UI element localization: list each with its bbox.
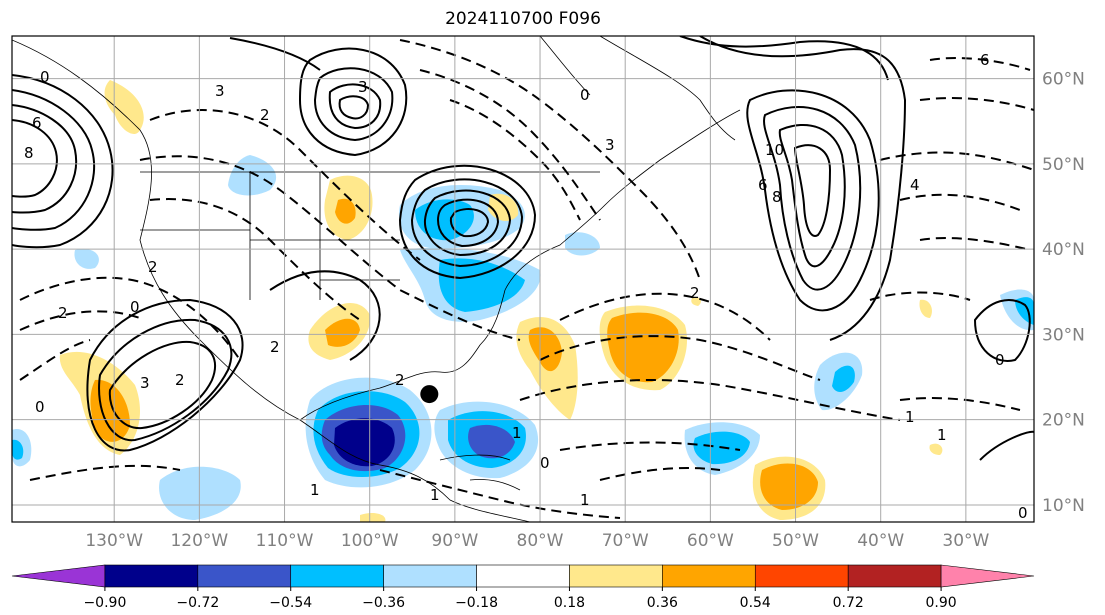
colorbar-segment [847, 564, 942, 588]
map-canvas: 0 6 8 3 2 3 6 10 8 6 4 2 0 0 3 2 1 1 0 2… [11, 35, 1085, 551]
gridlines [12, 36, 1034, 522]
longitude-tick-label: 60°W [687, 531, 734, 551]
contour-label: 0 [995, 351, 1005, 369]
contour-label: 2 [270, 338, 280, 356]
map-frame [11, 35, 1035, 523]
colorbar-segment [940, 564, 1035, 588]
location-marker [420, 385, 439, 404]
contours [12, 36, 1034, 461]
contour-label: 1 [512, 424, 522, 442]
colorbar: −0.90 −0.72 −0.54 −0.36 −0.18 0.18 0.36 0.54 0.7… [11, 564, 1035, 611]
longitude-tick-label: 40°W [857, 531, 904, 551]
contour-label: 3 [140, 374, 150, 392]
contour-label: 2 [58, 304, 68, 322]
longitude-tick-label: 70°W [602, 531, 649, 551]
colorbar-segment [476, 564, 570, 588]
contour-label: 1 [905, 408, 915, 426]
coastlines [12, 36, 741, 522]
contour-label: 3 [358, 78, 368, 96]
colorbar-tick-label: 0.54 [740, 595, 771, 611]
longitude-labels: 130°W 120°W 110°W 100°W 90°W 80°W 70°W 60°W 50°W… [85, 531, 989, 551]
contour-label: 0 [35, 398, 45, 416]
contour-label: 2 [395, 371, 405, 389]
latitude-labels: 10°N 20°N 30°N 40°N 50°N 60°N [1042, 70, 1085, 516]
colorbar-tick-label: −0.18 [455, 595, 498, 611]
contour-label: 8 [772, 188, 782, 206]
longitude-tick-label: 90°W [431, 531, 478, 551]
contour-label: 6 [980, 51, 990, 69]
contour-label: 4 [910, 176, 920, 194]
contour-label: 1 [580, 491, 590, 509]
longitude-tick-label: 50°W [772, 531, 819, 551]
map-title: 2024110700 F096 [445, 9, 601, 29]
colorbar-tick-label: 0.18 [554, 595, 585, 611]
contour-label: 0 [1018, 504, 1028, 522]
colorbar-segment [197, 564, 292, 588]
longitude-tick-label: 120°W [170, 531, 228, 551]
latitude-tick-label: 30°N [1042, 325, 1085, 345]
colorbar-segment [383, 564, 477, 588]
longitude-tick-label: 100°W [341, 531, 399, 551]
contour-label: 3 [605, 136, 615, 154]
colorbar-segment [754, 564, 849, 588]
contour-label: 0 [130, 298, 140, 316]
contour-label: 8 [24, 144, 34, 162]
colorbar-segment [569, 564, 663, 588]
colorbar-tick-label: −0.90 [83, 595, 126, 611]
colorbar-tick-label: 0.90 [926, 595, 957, 611]
shaded-fields [12, 80, 1034, 522]
contour-label: 2 [175, 371, 185, 389]
colorbar-tick-label: −0.72 [176, 595, 219, 611]
longitude-tick-label: 130°W [85, 531, 143, 551]
contour-label: 0 [40, 68, 50, 86]
colorbar-segment [290, 564, 384, 588]
colorbar-tick-label: −0.54 [269, 595, 312, 611]
contour-label: 10 [765, 141, 784, 159]
latitude-tick-label: 10°N [1042, 496, 1085, 516]
contour-label: 1 [937, 426, 947, 444]
colorbar-segment [662, 564, 756, 588]
contour-label: 6 [32, 114, 42, 132]
latitude-tick-label: 20°N [1042, 411, 1085, 431]
contour-label-group: 0 6 8 3 2 3 6 10 8 6 4 2 0 0 3 2 1 1 0 2… [24, 51, 1028, 522]
colorbar-segment [104, 564, 199, 588]
contour-label: 1 [310, 481, 320, 499]
latitude-tick-label: 50°N [1042, 155, 1085, 175]
contour-label: 0 [540, 454, 550, 472]
colorbar-tick-label: −0.36 [362, 595, 405, 611]
latitude-tick-label: 40°N [1042, 240, 1085, 260]
contour-label: 2 [690, 284, 700, 302]
contour-label: 2 [260, 106, 270, 124]
contour-label: 6 [758, 176, 768, 194]
longitude-tick-label: 30°W [942, 531, 989, 551]
colorbar-tick-label: 0.72 [833, 595, 864, 611]
colorbar-segment [11, 564, 106, 588]
contour-label: 3 [215, 82, 225, 100]
contour-label: 0 [580, 86, 590, 104]
latitude-tick-label: 60°N [1042, 70, 1085, 90]
colorbar-tick-label: 0.36 [647, 595, 678, 611]
longitude-tick-label: 80°W [517, 531, 564, 551]
contour-label: 2 [148, 258, 158, 276]
contour-label: 1 [430, 486, 440, 504]
longitude-tick-label: 110°W [256, 531, 314, 551]
